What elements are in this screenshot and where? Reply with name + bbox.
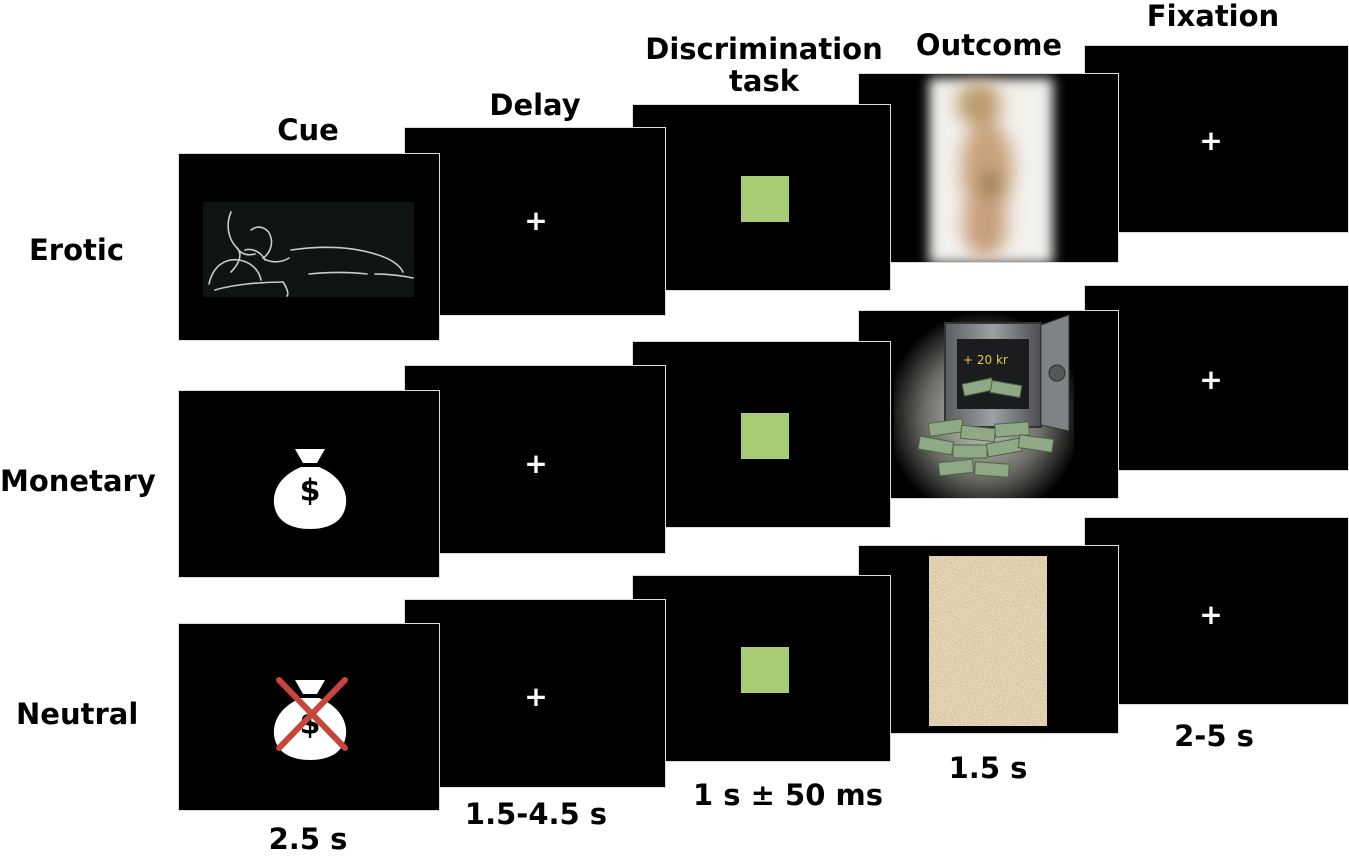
column-header-cue: Cue bbox=[277, 113, 339, 147]
erotic-cue-screen bbox=[178, 153, 440, 341]
column-header-discrimination: Discrimination task bbox=[645, 33, 882, 97]
fixation-cross: + bbox=[524, 447, 548, 480]
erotic-fixation-screen: + bbox=[1084, 45, 1349, 233]
column-header-outcome: Outcome bbox=[915, 28, 1063, 62]
fixation-cross: + bbox=[1199, 124, 1223, 157]
monetary-outcome-screen: + 20 kr bbox=[858, 310, 1119, 499]
discrimination-target-square bbox=[741, 647, 789, 693]
erotic-discrimination-screen bbox=[632, 104, 891, 291]
money-bag-icon bbox=[273, 449, 347, 529]
blurred-photo-icon bbox=[929, 78, 1053, 262]
column-header-discrimination-line1: Discrimination bbox=[645, 32, 883, 66]
monetary-discrimination-screen bbox=[632, 341, 891, 528]
monetary-fixation-screen: + bbox=[1084, 285, 1349, 471]
monetary-delay-screen: + bbox=[404, 365, 666, 554]
crossed-out-money-bag-icon bbox=[273, 680, 347, 760]
duration-delay: 1.5-4.5 s bbox=[464, 797, 608, 831]
row-label-erotic: Erotic bbox=[29, 233, 125, 267]
line-drawing-reclining-figure-icon bbox=[203, 202, 414, 297]
fixation-cross: + bbox=[1199, 363, 1223, 396]
fixation-cross: + bbox=[524, 204, 548, 237]
dollar-sign: $ bbox=[299, 473, 321, 509]
row-label-neutral: Neutral bbox=[16, 697, 139, 731]
discrimination-target-square bbox=[741, 413, 789, 459]
erotic-delay-screen: + bbox=[404, 127, 666, 316]
neutral-outcome-screen bbox=[858, 545, 1119, 734]
neutral-cue-screen: $ bbox=[178, 623, 440, 811]
duration-cue: 2.5 s bbox=[268, 822, 348, 856]
monetary-cue-screen: $ bbox=[178, 390, 440, 578]
red-x-icon bbox=[276, 677, 348, 751]
column-header-fixation: Fixation bbox=[1146, 0, 1280, 33]
column-header-discrimination-line2: task bbox=[729, 64, 799, 98]
duration-fixation: 2-5 s bbox=[1174, 719, 1254, 753]
fixation-cross: + bbox=[524, 680, 548, 713]
column-header-delay: Delay bbox=[489, 88, 581, 122]
duration-outcome: 1.5 s bbox=[948, 751, 1028, 785]
neutral-delay-screen: + bbox=[404, 599, 666, 788]
neutral-fixation-screen: + bbox=[1084, 517, 1349, 705]
vault-with-cash-photo-icon bbox=[894, 311, 1074, 498]
neutral-discrimination-screen bbox=[632, 575, 891, 762]
row-label-monetary: Monetary bbox=[0, 464, 156, 498]
duration-discrimination: 1 s ± 50 ms bbox=[693, 778, 883, 812]
discrimination-target-square bbox=[741, 176, 789, 222]
erotic-outcome-screen bbox=[858, 73, 1119, 263]
reward-amount-label: + 20 kr bbox=[963, 353, 1008, 367]
fixation-cross: + bbox=[1199, 598, 1223, 631]
scrambled-noise-image-icon bbox=[929, 556, 1047, 726]
